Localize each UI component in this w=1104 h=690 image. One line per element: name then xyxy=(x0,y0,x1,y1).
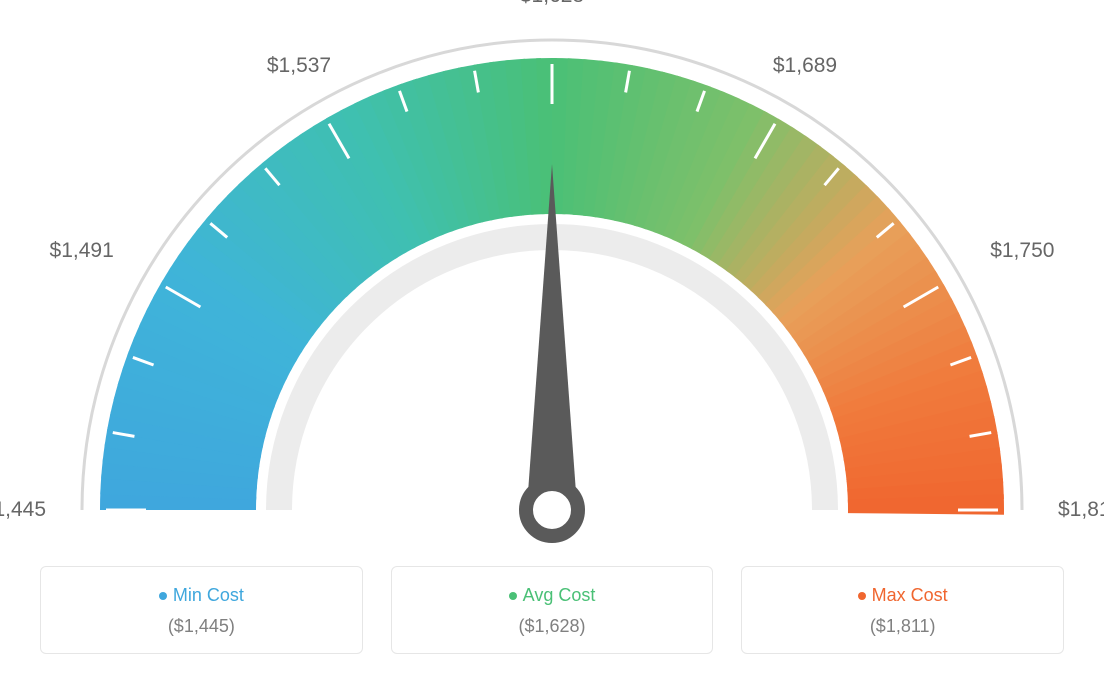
tick-label: $1,628 xyxy=(520,0,584,7)
legend-title: Avg Cost xyxy=(402,585,703,606)
legend-dot-icon xyxy=(858,592,866,600)
gauge-needle xyxy=(526,164,577,515)
tick-label: $1,689 xyxy=(773,54,837,77)
needle-hub xyxy=(526,484,578,536)
tick-label: $1,811 xyxy=(1058,498,1104,521)
tick-label: $1,491 xyxy=(50,239,114,262)
legend-card: Max Cost ($1,811) xyxy=(741,566,1064,654)
tick-label: $1,750 xyxy=(990,239,1054,262)
legend-title: Min Cost xyxy=(51,585,352,606)
legend-value: ($1,445) xyxy=(51,616,352,637)
legend-value: ($1,628) xyxy=(402,616,703,637)
legend-value: ($1,811) xyxy=(752,616,1053,637)
tick-label: $1,537 xyxy=(267,54,331,77)
legend-title-text: Max Cost xyxy=(872,585,948,605)
legend-dot-icon xyxy=(159,592,167,600)
legend-row: Min Cost ($1,445) Avg Cost ($1,628) Max Cost… xyxy=(0,566,1104,654)
gauge-svg: $1,445 $1,491 $1,537 $1,628 $1,689 $1,750 $1,8… xyxy=(0,0,1104,560)
legend-title: Max Cost xyxy=(752,585,1053,606)
legend-card: Avg Cost ($1,628) xyxy=(391,566,714,654)
tick-label: $1,445 xyxy=(0,498,46,521)
legend-title-text: Avg Cost xyxy=(523,585,596,605)
legend-dot-icon xyxy=(509,592,517,600)
legend-title-text: Min Cost xyxy=(173,585,244,605)
gauge-chart: $1,445 $1,491 $1,537 $1,628 $1,689 $1,750 $1,8… xyxy=(0,0,1104,560)
legend-card: Min Cost ($1,445) xyxy=(40,566,363,654)
